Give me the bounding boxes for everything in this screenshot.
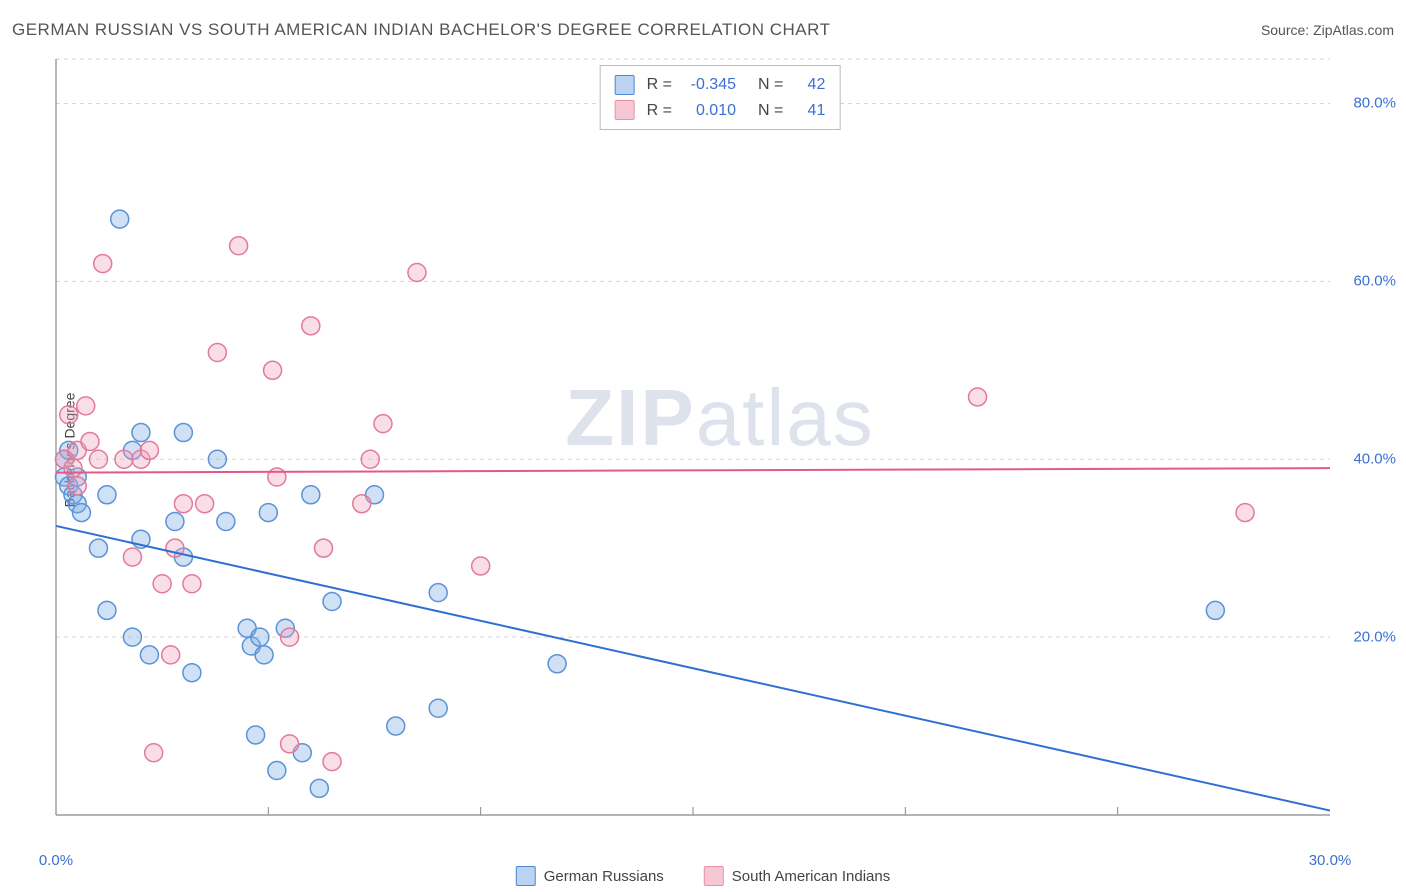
y-tick-label: 80.0% <box>1353 95 1396 112</box>
legend-row: R = -0.345 N = 42 <box>615 72 826 98</box>
r-value: -0.345 <box>680 72 736 98</box>
chart-title: GERMAN RUSSIAN VS SOUTH AMERICAN INDIAN … <box>12 20 830 40</box>
series-legend: German Russians South American Indians <box>516 866 890 886</box>
legend-item: South American Indians <box>704 866 890 886</box>
n-label: N = <box>758 72 783 98</box>
plot-area: Bachelor's Degree ZIPatlas R =-0.345N =4… <box>50 55 1390 845</box>
r-label: R = <box>647 72 672 98</box>
correlation-legend: R = -0.345 N = 42 R = 0.010 N = 41 <box>600 65 841 130</box>
r-label: R = <box>647 98 672 124</box>
legend-swatch <box>615 75 635 95</box>
n-value: 41 <box>791 98 825 124</box>
x-tick-label: 30.0% <box>1309 852 1352 869</box>
legend-swatch <box>615 100 635 120</box>
y-tick-label: 40.0% <box>1353 451 1396 468</box>
x-tick-label: 0.0% <box>39 852 73 869</box>
n-value: 42 <box>791 72 825 98</box>
y-tick-label: 20.0% <box>1353 629 1396 646</box>
legend-label: German Russians <box>544 868 664 885</box>
legend-row: R = 0.010 N = 41 <box>615 98 826 124</box>
scatter-chart <box>50 55 1390 845</box>
source-attribution: Source: ZipAtlas.com <box>1261 22 1394 38</box>
legend-item: German Russians <box>516 866 664 886</box>
legend-swatch <box>704 866 724 886</box>
y-tick-label: 60.0% <box>1353 273 1396 290</box>
legend-swatch <box>516 866 536 886</box>
legend-label: South American Indians <box>732 868 890 885</box>
r-value: 0.010 <box>680 98 736 124</box>
n-label: N = <box>758 98 783 124</box>
